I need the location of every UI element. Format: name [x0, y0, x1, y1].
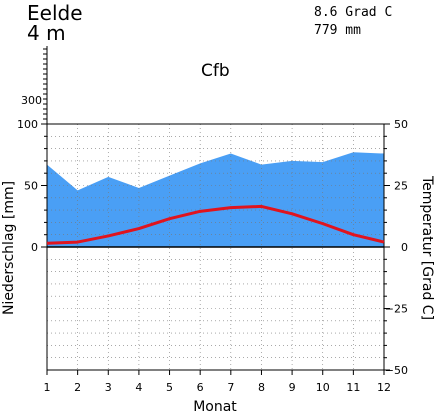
left-tick-label: 100: [17, 118, 38, 131]
x-tick-label: 10: [316, 381, 330, 394]
x-tick-label: 9: [289, 381, 296, 394]
x-tick-label: 8: [258, 381, 265, 394]
x-tick-label: 2: [74, 381, 81, 394]
station-name: Eelde: [27, 1, 83, 25]
x-axis-label: Monat: [193, 399, 237, 415]
x-tick-label: 1: [44, 381, 51, 394]
annual-precipitation: 779 mm: [314, 23, 361, 38]
left-tick-label: 300: [21, 94, 42, 107]
precipitation-area: [47, 152, 384, 247]
y-axis-left-label: Niederschlag [mm]: [1, 181, 17, 315]
right-tick-label: 0: [401, 241, 408, 254]
right-tick-label: −50: [385, 364, 408, 377]
station-elevation: 4 m: [27, 21, 66, 45]
x-tick-label: 5: [166, 381, 173, 394]
left-tick-label: 50: [24, 180, 38, 193]
x-tick-label: 11: [346, 381, 360, 394]
x-tick-label: 6: [197, 381, 204, 394]
right-tick-label: 50: [394, 118, 408, 131]
x-tick-label: 12: [377, 381, 391, 394]
right-tick-label: 25: [394, 180, 408, 193]
climate-class: Cfb: [201, 61, 230, 81]
x-tick-label: 7: [227, 381, 234, 394]
temperature-line: [46, 204, 385, 245]
x-tick-label: 3: [105, 381, 112, 394]
right-tick-label: −25: [385, 303, 408, 316]
left-tick-label: 0: [31, 241, 38, 254]
x-tick-label: 4: [135, 381, 142, 394]
mean-temperature: 8.6 Grad C: [314, 5, 392, 20]
y-axis-right-label: Temperatur [Grad C]: [419, 175, 435, 320]
